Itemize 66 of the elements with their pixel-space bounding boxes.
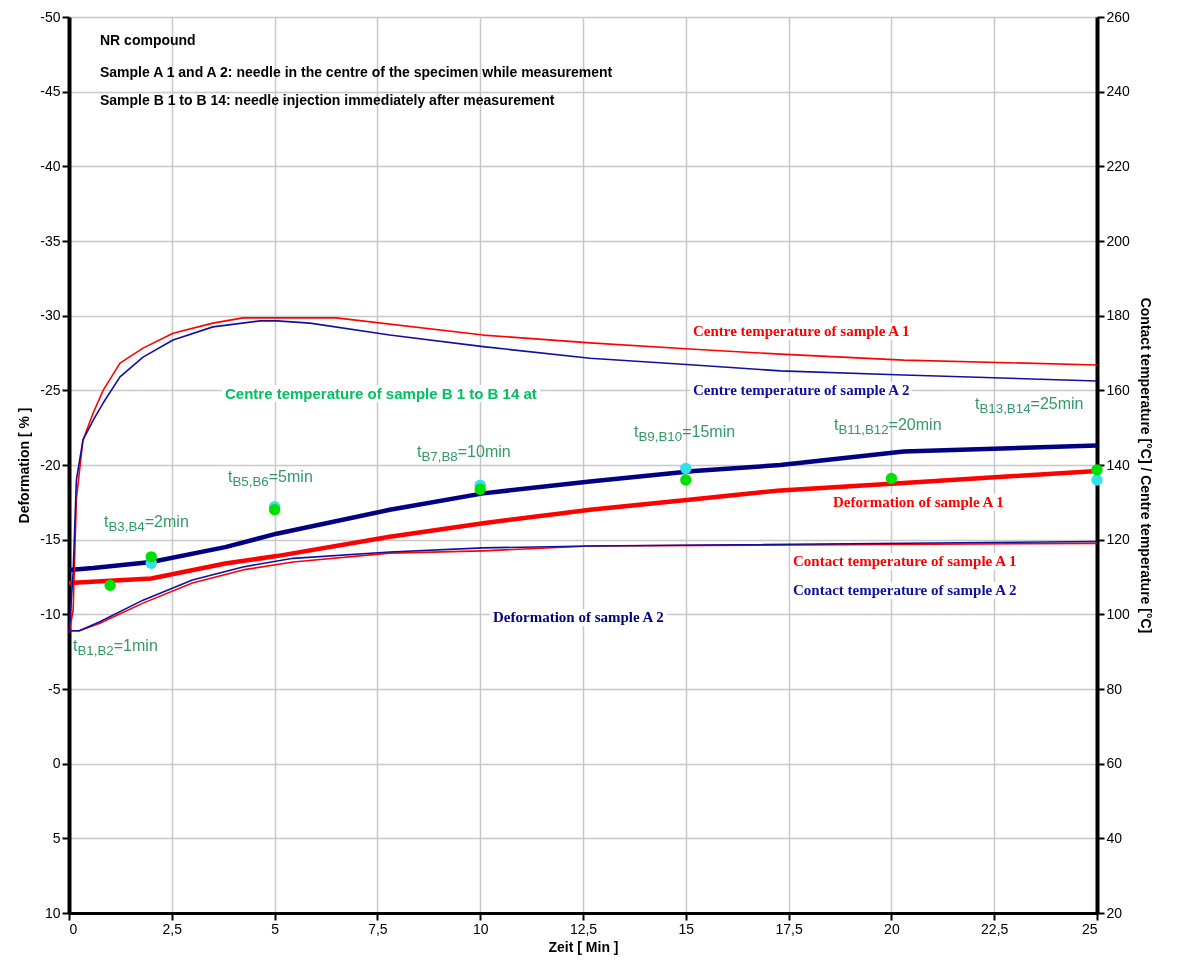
series-label: Centre temperature of sample A 1 (690, 323, 913, 340)
x-tick-label: 20 (884, 920, 900, 937)
text: Contact temperature of sample A 2 (790, 582, 1020, 599)
annotation: t$_{B5,B6}$=5min (227, 468, 314, 490)
y-tick-label: -10 (40, 605, 61, 622)
y2-tick-label: 40 (1106, 829, 1123, 846)
x-tick-label: 17,5 (775, 920, 803, 937)
point (104, 579, 116, 591)
y-axis-title: Deformation [ % ] (16, 407, 33, 524)
x-tick-label: 12,5 (569, 920, 598, 937)
x-tick-label: 0 (69, 920, 78, 937)
y2-tick-label: 140 (1106, 456, 1131, 473)
x-tick-label: 25 (1081, 920, 1098, 937)
y2-tick-label: 20 (1106, 904, 1123, 921)
x-tick-label: 5 (271, 920, 280, 937)
point (885, 472, 898, 485)
annotation: t$_{B1,B2}$=1min (72, 637, 159, 659)
series-label: Contact temperature of sample A 1 (790, 553, 1020, 570)
point (680, 474, 692, 486)
y-tick-label: -50 (40, 8, 61, 25)
x-tick-label: 2,5 (162, 920, 183, 937)
annotation: t$_{B9,B10}$=15min (633, 423, 737, 445)
x-tick-label: 22,5 (981, 920, 1009, 937)
y2-tick-label: 240 (1106, 83, 1131, 100)
x-tick-label: 7,5 (368, 920, 388, 937)
y2-tick-label: 260 (1106, 8, 1131, 25)
y-tick-label: 5 (52, 829, 61, 846)
annotation: t$_{B13,B14}$=25min (974, 395, 1085, 417)
x-tick-label: 15 (678, 920, 695, 937)
y-tick-label: -40 (40, 157, 61, 174)
y-tick-label: -25 (40, 381, 61, 398)
point (1091, 464, 1103, 476)
text: Deformation of sample A 2 (490, 609, 667, 626)
annotation: Sample A 1 and A 2: needle in the centre of the specimen while measurement (99, 64, 614, 80)
y-tick-label: 0 (52, 755, 61, 772)
series-label: Centre temperature of sample A 2 (690, 382, 913, 399)
annotation: t$_{B3,B4}$=2min (103, 513, 190, 535)
line-series (66, 443, 1100, 573)
y2-tick-label: 200 (1106, 232, 1131, 249)
y-tick-label: -30 (40, 307, 61, 324)
annotation: Sample B 1 to B 14: needle injection immediately after measurement (99, 92, 556, 108)
y-tick-label: -5 (48, 680, 61, 697)
y2-tick-label: 60 (1106, 755, 1123, 772)
annotation: Centre temperature of sample B 1 to B 14 at (222, 385, 540, 402)
point (680, 462, 692, 475)
y2-axis-title: Contact temperature [°C] / Centre temperature [°C] (1137, 297, 1154, 634)
point (474, 483, 486, 495)
annotation: t$_{B11,B12}$=20min (833, 416, 943, 438)
y-tick-label: -15 (40, 531, 61, 548)
series-label: Deformation of sample A 1 (830, 494, 1007, 511)
point (1091, 474, 1103, 486)
y2-tick-label: 220 (1106, 157, 1131, 174)
x-axis-title: Zeit [ Min ] (548, 938, 619, 955)
x-tick-label: 10 (472, 920, 489, 937)
annotation: t$_{B7,B8}$=10min (416, 443, 512, 465)
y-tick-label: 10 (44, 904, 61, 921)
y2-tick-label: 160 (1106, 381, 1131, 398)
y-tick-label: -35 (40, 232, 61, 249)
annotation: NR compound (99, 32, 197, 48)
y-tick-label: -20 (40, 456, 61, 473)
y2-tick-label: 120 (1106, 531, 1131, 548)
point (145, 551, 157, 563)
y-tick-label: -45 (40, 83, 61, 100)
y2-tick-label: 80 (1106, 680, 1123, 697)
y2-tick-label: 100 (1106, 605, 1131, 622)
y2-tick-label: 180 (1106, 307, 1131, 324)
